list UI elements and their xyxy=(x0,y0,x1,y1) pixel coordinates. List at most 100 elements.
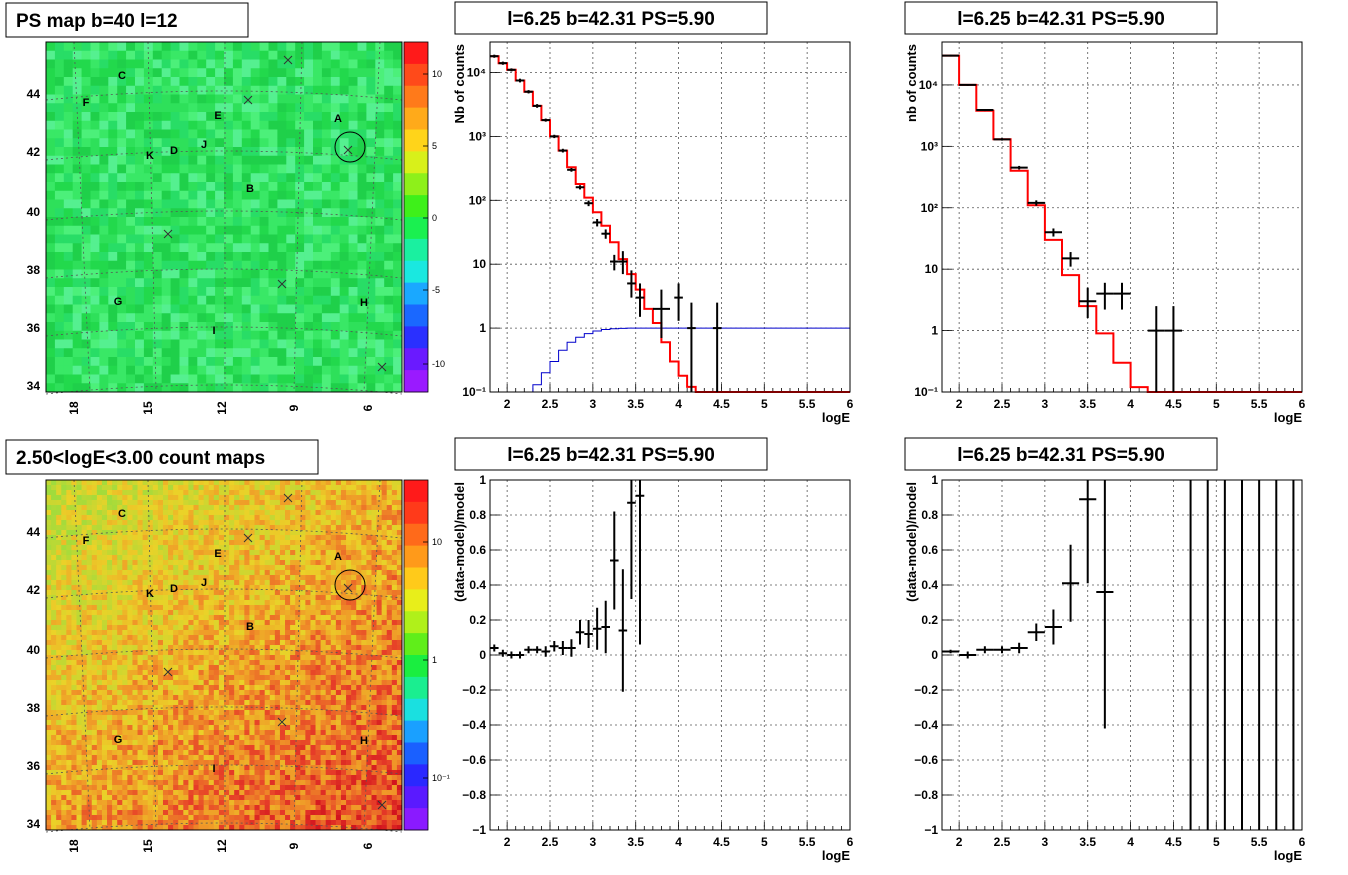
heatmap-cell xyxy=(107,710,113,716)
heatmap-cell xyxy=(183,600,189,606)
heatmap-cell xyxy=(135,234,145,244)
heatmap-cell xyxy=(178,555,184,561)
heatmap-cell xyxy=(132,710,138,716)
heatmap-cell xyxy=(112,695,118,701)
heatmap-cell xyxy=(168,690,174,696)
heatmap-cell xyxy=(66,590,72,596)
heatmap-cell xyxy=(132,695,138,701)
heatmap-cell xyxy=(384,374,394,384)
heatmap-cell xyxy=(179,85,189,95)
heatmap-cell xyxy=(375,155,385,165)
heatmap-cell xyxy=(135,243,145,253)
heatmap-cell xyxy=(96,750,103,756)
heatmap-cell xyxy=(330,348,340,358)
selected-source-circle[interactable] xyxy=(334,131,366,163)
heatmap-cell xyxy=(66,535,72,541)
heatmap-cell xyxy=(135,120,145,130)
heatmap-cell xyxy=(157,805,164,811)
heatmap-cell xyxy=(96,640,103,646)
heatmap-cell xyxy=(178,730,184,736)
heatmap-cell xyxy=(126,59,136,69)
heatmap-cell xyxy=(339,103,349,113)
heatmap-cell xyxy=(135,313,145,323)
heatmap-cell xyxy=(147,810,154,816)
heatmap-cell xyxy=(295,304,305,314)
heatmap-cell xyxy=(54,68,65,78)
heatmap-cell xyxy=(218,685,225,691)
heatmap-cell xyxy=(66,575,72,581)
heatmap-cell xyxy=(71,575,77,581)
heatmap-cell xyxy=(330,85,340,95)
heatmap-cell xyxy=(99,217,109,227)
heatmap-cell xyxy=(137,720,143,726)
heatmap-cell xyxy=(244,530,250,536)
heatmap-cell xyxy=(274,635,281,641)
heatmap-cell xyxy=(137,645,143,651)
heatmap-cell xyxy=(101,710,108,716)
heatmap-cell xyxy=(72,182,82,192)
heatmap-cell xyxy=(234,600,240,606)
heatmap-cell xyxy=(51,820,57,826)
heatmap-cell xyxy=(218,510,225,516)
heatmap-cell xyxy=(224,745,230,751)
heatmap-cell xyxy=(339,322,349,332)
heatmap-cell xyxy=(81,735,87,741)
heatmap-cell xyxy=(203,585,210,591)
heatmap-cell xyxy=(393,225,403,235)
heatmap-cell xyxy=(384,252,394,262)
heatmap-cell xyxy=(112,725,118,731)
heatmap-cell xyxy=(157,755,164,761)
heatmap-cell xyxy=(213,615,220,621)
heatmap-cell xyxy=(274,650,281,656)
heatmap-cell xyxy=(286,103,296,113)
heatmap-cell xyxy=(357,374,367,384)
heatmap-cell xyxy=(254,780,260,786)
heatmap-cell xyxy=(250,85,260,95)
heatmap-cell xyxy=(179,42,189,52)
heatmap-cell xyxy=(127,705,133,711)
heatmap-cell xyxy=(86,805,93,811)
heatmap-cell xyxy=(384,112,394,122)
heatmap-cell xyxy=(183,810,189,816)
heatmap-cell xyxy=(206,50,216,60)
heatmap-cell xyxy=(279,505,286,511)
heatmap-cell xyxy=(179,94,189,104)
heatmap-cell xyxy=(224,725,230,731)
heatmap-cell xyxy=(66,795,72,801)
heatmap-cell xyxy=(203,560,210,566)
heatmap-cell xyxy=(330,243,340,253)
heatmap-cell xyxy=(215,173,225,183)
heatmap-cell xyxy=(51,705,57,711)
heatmap-cell xyxy=(259,50,269,60)
heatmap-cell xyxy=(132,620,138,626)
heatmap-cell xyxy=(46,695,52,701)
heatmap-cell xyxy=(168,750,174,756)
heatmap-cell xyxy=(330,374,340,384)
heatmap-cell xyxy=(198,640,204,646)
heatmap-cell xyxy=(132,690,138,696)
heatmap-cell xyxy=(142,745,149,751)
heatmap-cell xyxy=(101,490,108,496)
heatmap-cell xyxy=(232,217,243,227)
heatmap-cell xyxy=(71,675,77,681)
heatmap-cell xyxy=(101,620,108,626)
heatmap-cell xyxy=(81,217,91,227)
heatmap-cell xyxy=(162,510,169,516)
heatmap-cell xyxy=(152,120,162,130)
heatmap-cell xyxy=(285,655,291,661)
heatmap-cell xyxy=(46,94,56,104)
heatmap-cell xyxy=(56,570,62,576)
heatmap-cell xyxy=(66,650,72,656)
heatmap-cell xyxy=(96,535,103,541)
heatmap-cell xyxy=(142,825,149,831)
heatmap-cell xyxy=(72,269,82,279)
heatmap-cell xyxy=(137,680,143,686)
heatmap-cell xyxy=(244,625,250,631)
heatmap-cell xyxy=(132,745,138,751)
heatmap-cell xyxy=(193,715,199,721)
heatmap-cell xyxy=(206,164,216,174)
heatmap-cell xyxy=(224,560,230,566)
heatmap-cell xyxy=(112,660,118,666)
heatmap-cell xyxy=(357,243,367,253)
heatmap-cell xyxy=(132,820,138,826)
